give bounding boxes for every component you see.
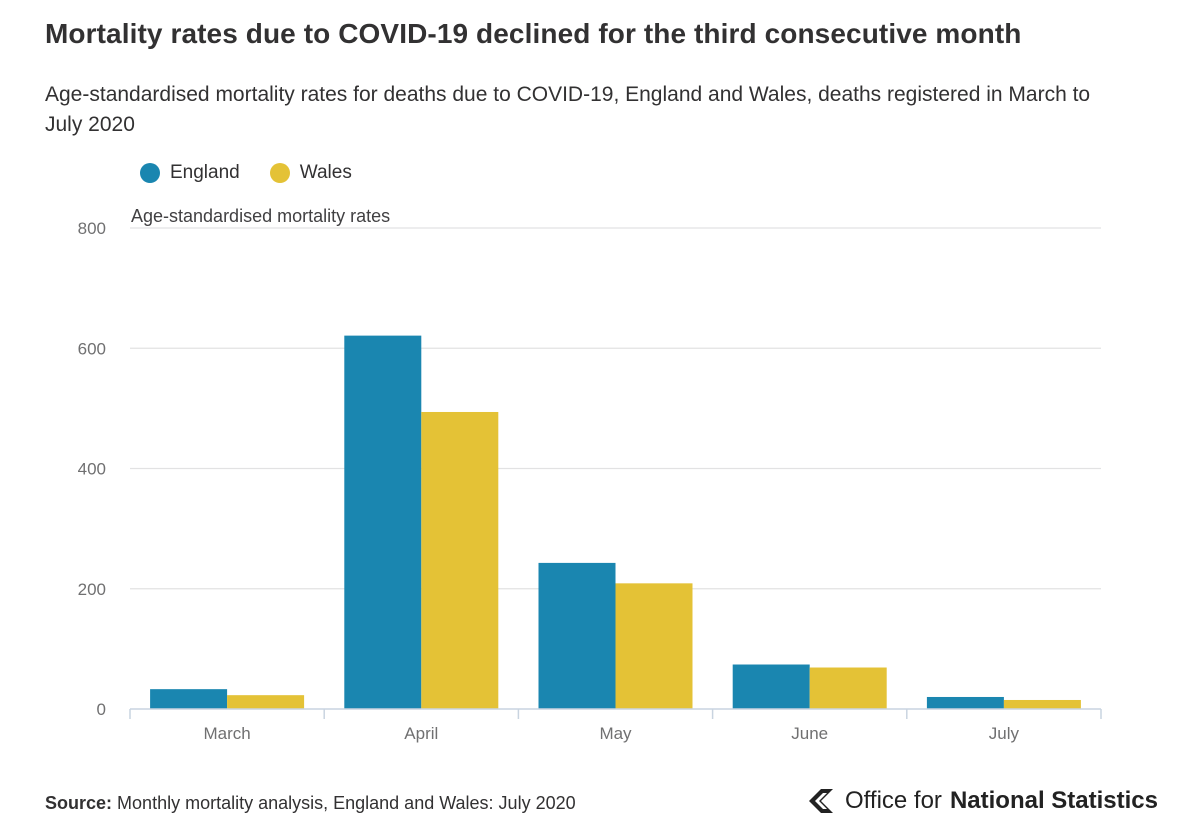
y-tick-label: 400 [78, 460, 106, 479]
source-note: Source: Monthly mortality analysis, Engl… [45, 793, 576, 814]
legend-label-wales: Wales [299, 162, 352, 183]
bar-wales-july[interactable] [1003, 699, 1081, 709]
y-axis-label: Age-standardised mortality rates [131, 206, 390, 226]
bar-wales-april[interactable] [421, 411, 499, 709]
bar-england-may[interactable] [538, 562, 616, 709]
bar-england-march[interactable] [150, 689, 228, 709]
chart-title: Mortality rates due to COVID-19 declined… [45, 18, 1022, 49]
chart-legend: England Wales [140, 162, 352, 184]
x-tick-label: April [404, 724, 438, 743]
y-tick-label: 200 [78, 580, 106, 599]
legend-item-england[interactable]: England [140, 162, 240, 184]
bar-chart: Age-standardised mortality rates 0 200 400… [78, 206, 1102, 743]
source-label: Source: [45, 793, 113, 813]
source-text[interactable]: Monthly mortality analysis, England and … [117, 793, 576, 813]
bar-england-april[interactable] [344, 335, 422, 709]
bar-england-june[interactable] [732, 664, 810, 709]
legend-dot-wales [269, 163, 290, 183]
grid-lines [130, 227, 1101, 590]
chart-subtitle: Age-standardised mortality rates for dea… [45, 83, 1091, 136]
ons-logo-icon [809, 789, 833, 813]
bars [150, 335, 1081, 709]
y-tick-label: 0 [97, 700, 106, 719]
y-tick-label: 600 [78, 339, 106, 358]
x-axis: March April May June July [129, 708, 1102, 743]
bar-england-july[interactable] [926, 696, 1004, 709]
y-tick-label: 800 [78, 219, 106, 238]
legend-label-england: England [170, 162, 240, 183]
ons-brand[interactable]: Office for National Statistics [805, 785, 1158, 817]
legend-dot-england [140, 163, 160, 183]
x-tick-label: March [203, 724, 250, 743]
bar-wales-march[interactable] [227, 695, 305, 709]
x-tick-label: June [791, 724, 828, 743]
bar-wales-june[interactable] [809, 667, 887, 709]
brand-prefix: Office for [845, 787, 942, 814]
bar-wales-may[interactable] [615, 583, 693, 709]
legend-item-wales[interactable]: Wales [269, 162, 352, 184]
y-axis-ticks: 0 200 400 600 800 [78, 219, 106, 719]
x-tick-label: May [599, 724, 632, 743]
brand-name: National Statistics [949, 787, 1158, 814]
x-tick-label: July [989, 724, 1020, 743]
